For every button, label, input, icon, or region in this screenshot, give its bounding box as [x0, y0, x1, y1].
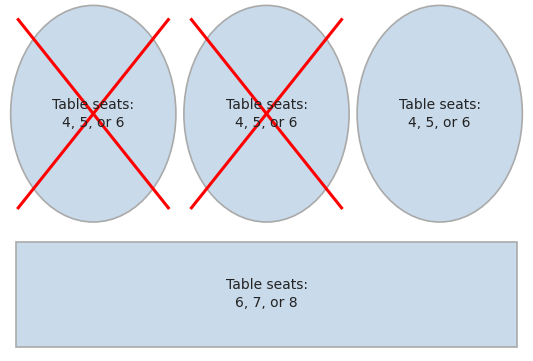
Ellipse shape	[357, 5, 522, 222]
Text: Table seats:
4, 5, or 6: Table seats: 4, 5, or 6	[399, 97, 481, 130]
Text: Table seats:
4, 5, or 6: Table seats: 4, 5, or 6	[52, 97, 134, 130]
Ellipse shape	[11, 5, 176, 222]
Text: Table seats:
4, 5, or 6: Table seats: 4, 5, or 6	[225, 97, 308, 130]
FancyBboxPatch shape	[16, 242, 517, 347]
Text: Table seats:
6, 7, or 8: Table seats: 6, 7, or 8	[225, 278, 308, 310]
Ellipse shape	[184, 5, 349, 222]
